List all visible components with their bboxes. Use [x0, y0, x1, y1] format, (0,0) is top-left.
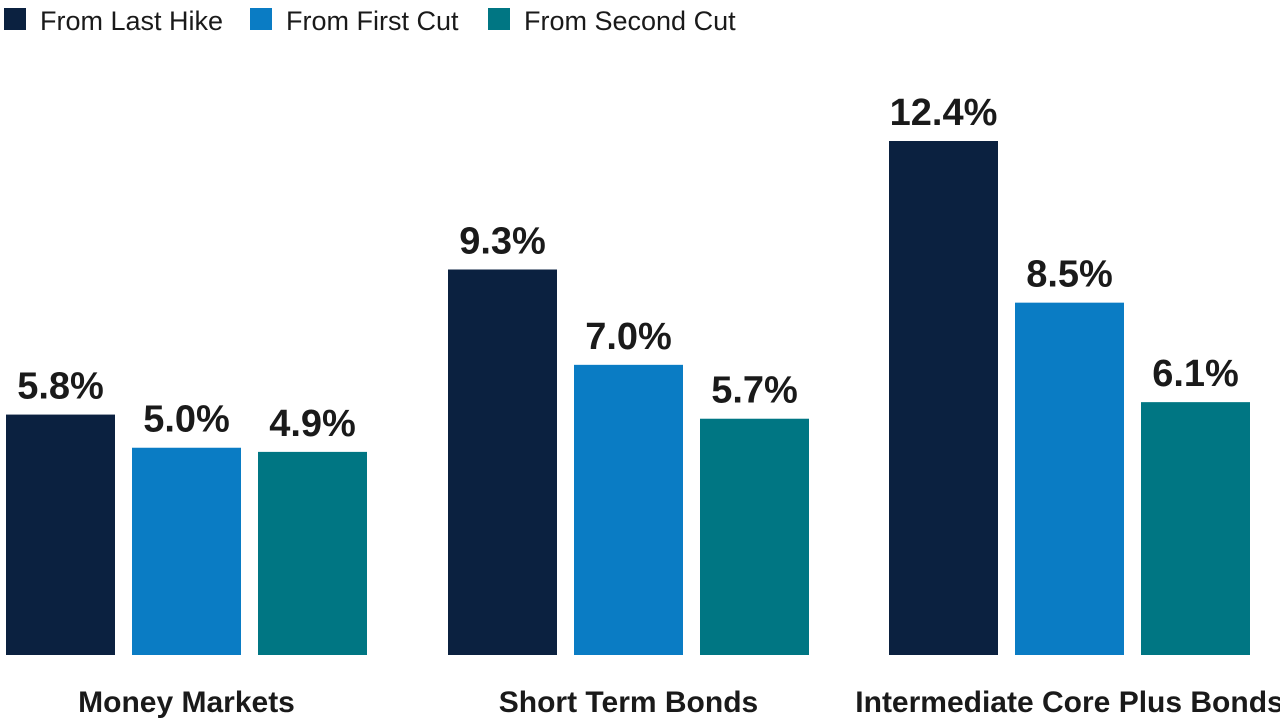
- legend-label-from-second-cut: From Second Cut: [524, 6, 736, 36]
- bar-short-term-bonds-from-second-cut: [700, 418, 809, 655]
- category-labels: Money Markets Short Term Bonds Intermediat…: [78, 686, 1280, 719]
- value-label-intermediate-core-plus-bonds-from-last-hike: 12.4%: [890, 92, 998, 134]
- bar-short-term-bonds-from-last-hike: [448, 269, 557, 655]
- value-label-intermediate-core-plus-bonds-from-first-cut: 8.5%: [1026, 254, 1113, 296]
- bar-intermediate-core-plus-bonds-from-first-cut: [1015, 302, 1124, 655]
- value-labels: 5.8% 5.0% 4.9% 9.3% 7.0% 5.7% 12.4% 8.5% 6.1%: [17, 92, 1239, 445]
- value-label-money-markets-from-second-cut: 4.9%: [269, 403, 356, 445]
- bar-short-term-bonds-from-first-cut: [574, 364, 683, 655]
- value-label-short-term-bonds-from-last-hike: 9.3%: [459, 221, 546, 263]
- legend-label-from-first-cut: From First Cut: [286, 6, 459, 36]
- value-label-money-markets-from-last-hike: 5.8%: [17, 366, 104, 408]
- bar-money-markets-from-last-hike: [6, 414, 115, 655]
- bar-money-markets-from-first-cut: [132, 447, 241, 655]
- bars: [6, 141, 1250, 655]
- value-label-intermediate-core-plus-bonds-from-second-cut: 6.1%: [1152, 353, 1239, 395]
- legend-label-from-last-hike: From Last Hike: [40, 6, 223, 36]
- bar-money-markets-from-second-cut: [258, 451, 367, 655]
- bar-intermediate-core-plus-bonds-from-second-cut: [1141, 402, 1250, 655]
- value-label-short-term-bonds-from-first-cut: 7.0%: [585, 316, 672, 358]
- category-label-money-markets: Money Markets: [78, 686, 295, 719]
- bar-intermediate-core-plus-bonds-from-last-hike: [889, 141, 998, 655]
- legend-swatch-from-last-hike: [4, 8, 26, 30]
- legend-swatch-from-first-cut: [250, 8, 272, 30]
- legend-swatch-from-second-cut: [488, 8, 510, 30]
- category-label-short-term-bonds: Short Term Bonds: [499, 686, 758, 719]
- category-label-intermediate-core-plus-bonds: Intermediate Core Plus Bonds: [855, 686, 1280, 719]
- value-label-short-term-bonds-from-second-cut: 5.7%: [711, 370, 798, 412]
- value-label-money-markets-from-first-cut: 5.0%: [143, 399, 230, 441]
- legend: From Last Hike From First Cut From Second …: [4, 6, 736, 36]
